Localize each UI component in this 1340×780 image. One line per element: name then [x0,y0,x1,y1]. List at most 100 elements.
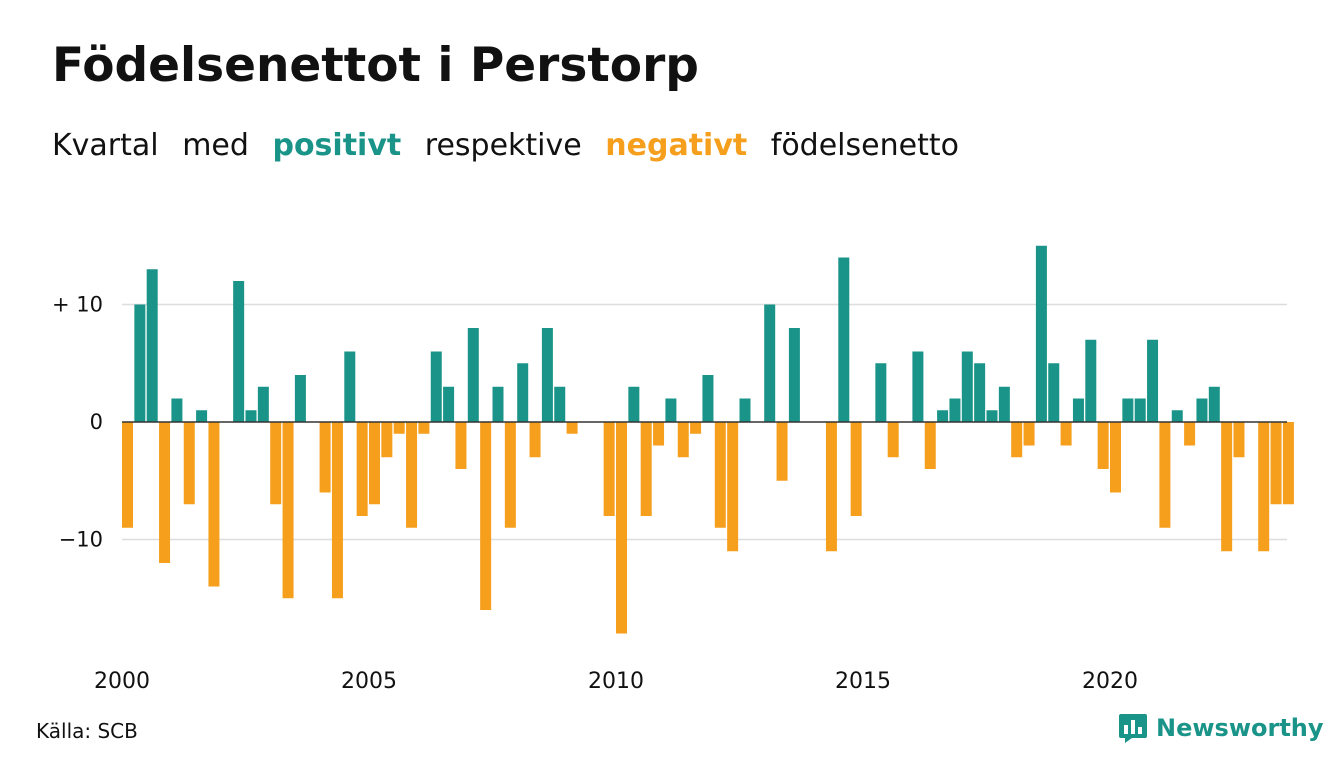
bar [986,410,998,422]
bar [1270,422,1282,505]
x-axis-labels: 2000 2005 2010 2015 2020 [94,669,1138,694]
bar [665,398,677,422]
bar [739,398,751,422]
bar [233,281,245,422]
subtitle-word: födelsenetto [770,128,959,163]
bar [924,422,936,469]
x-tick-label: 2020 [1082,669,1138,694]
bar [1097,422,1109,469]
bar [331,422,343,599]
bar [270,422,282,505]
bar [887,422,899,458]
bar [406,422,418,528]
subtitle-word: med [182,128,249,163]
bar [480,422,492,610]
bar [628,386,640,422]
bar [1208,386,1220,422]
bar [1011,422,1023,458]
bar [1147,339,1159,422]
bar [455,422,467,469]
bar [159,422,171,563]
x-tick-label: 2005 [341,669,397,694]
bar [961,351,973,422]
bar [134,304,146,422]
bar [1282,422,1294,505]
bar [430,351,442,422]
bar [282,422,294,599]
bar [764,304,776,422]
bar [393,422,405,434]
bar [443,386,455,422]
bar [1221,422,1233,552]
bar [492,386,504,422]
chart-bars [122,245,1294,634]
bar [381,422,393,458]
bar [788,328,800,422]
chart-subtitle: Kvartal med positivt respektive negativt… [52,128,973,163]
x-tick-label: 2000 [94,669,150,694]
bar [1048,363,1060,422]
bar [171,398,183,422]
bar-chart-speech-bubble-icon [1119,714,1147,743]
chart-gridlines [122,303,1287,541]
bar [727,422,739,552]
bar [504,422,516,528]
bar [566,422,578,434]
y-axis-labels: + 10 0 −10 [52,293,103,552]
bar [702,375,714,422]
subtitle-word: respektive [424,128,582,163]
bar [356,422,368,516]
bar [690,422,702,434]
bar [529,422,541,458]
bar [1035,245,1047,422]
subtitle-negative-label: negativt [605,128,748,163]
bar [294,375,306,422]
bar [603,422,615,516]
source-note: Källa: SCB [36,719,138,743]
bar [196,410,208,422]
chart-title: Födelsenettot i Perstorp [52,38,699,93]
bar [554,386,566,422]
bar [912,351,924,422]
subtitle-word: Kvartal [52,128,159,163]
bar [714,422,726,528]
bar [653,422,665,446]
brand-name: Newsworthy [1156,714,1324,742]
bar [1184,422,1196,446]
brand-logo: Newsworthy [1118,712,1324,744]
y-tick-label: 0 [90,410,103,434]
bar [1110,422,1121,493]
bar [1196,398,1208,422]
bar [998,386,1010,422]
bar [825,422,837,552]
bar [949,398,961,422]
y-tick-label: −10 [59,528,103,552]
bar [257,386,269,422]
bar [1060,422,1072,446]
bar [208,422,220,587]
bar [1159,422,1171,528]
bar [122,422,133,528]
bar [319,422,331,493]
bar [418,422,430,434]
bar [369,422,380,505]
bar [776,422,788,481]
bar [974,363,986,422]
bar [937,410,949,422]
bar [677,422,689,458]
x-tick-label: 2010 [588,669,644,694]
bar [146,269,158,422]
bar [1023,422,1035,446]
bar [517,363,529,422]
bar [1233,422,1245,458]
x-tick-label: 2015 [835,669,891,694]
bar [1085,339,1097,422]
bar [1072,398,1084,422]
bar [640,422,652,516]
y-tick-label: + 10 [52,293,103,317]
bar [1171,410,1183,422]
bar [850,422,862,516]
bar [1134,398,1146,422]
bar [344,351,356,422]
